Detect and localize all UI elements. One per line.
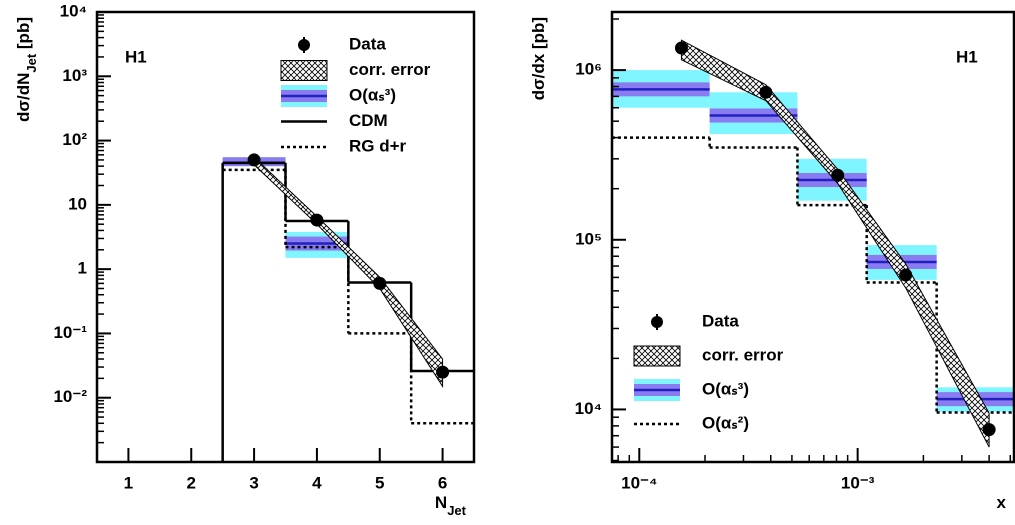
x-tick-label: 6: [438, 473, 447, 492]
data-point: [310, 213, 324, 227]
x-tick-label: 4: [312, 473, 322, 492]
y-tick-label: 10⁴: [575, 399, 602, 418]
panel: 10⁴ 10⁵ 10⁶ 10⁻⁴ 10⁻³ Data corr. error O(αₛ³) O(…: [529, 10, 1015, 512]
data-point: [436, 365, 450, 379]
legend-label: corr. error: [349, 60, 431, 79]
legend-label: Data: [349, 34, 386, 53]
legend-label: O(αₛ²): [702, 413, 749, 432]
data-point: [759, 85, 773, 99]
data-point: [674, 41, 688, 55]
legend-label: O(αₛ³): [349, 85, 396, 104]
y-axis-label-part: dσ/dN: [14, 73, 33, 122]
panel: 10⁴ 10³ 10² 10 1 10⁻¹ 10⁻² 1 2 3 4 5 6 Data corr. erro…: [14, 1, 476, 518]
y-tick-label: 10⁵: [575, 229, 602, 248]
x-tick-label: 5: [375, 473, 384, 492]
annotation: H1: [125, 47, 147, 66]
corr-error-band: [680, 39, 990, 448]
frame: [95, 10, 476, 464]
legend: Data corr. error O(αₛ³) O(αₛ²): [633, 311, 784, 432]
y-axis-label-part: [pb]: [14, 17, 33, 54]
plot-area: [612, 39, 1014, 448]
y-axis-label-part: Jet: [24, 53, 39, 72]
data-point: [831, 168, 845, 182]
y-tick-label: 1: [78, 259, 87, 278]
x-axis-label: NJet: [435, 493, 467, 517]
legend-label: CDM: [349, 111, 388, 130]
legend: Data corr. error O(αₛ³) CDM RG d+r: [280, 34, 431, 155]
y-axis-label-part: dσ/dx [pb]: [529, 17, 548, 100]
data-point: [982, 423, 996, 437]
x-axis-label-part: Jet: [447, 503, 466, 518]
legend-symbol: [280, 60, 328, 81]
x-axis-label-part: N: [435, 493, 447, 512]
corr-error-band: [253, 156, 444, 389]
y-tick-label: 10: [68, 194, 87, 213]
y-tick-label: 10⁴: [60, 1, 87, 20]
x-axis-label-part: x: [997, 493, 1007, 512]
legend-label: Data: [702, 311, 739, 330]
y-tick-label: 10⁻²: [53, 387, 87, 406]
y-axis-label: dσ/dNJet [pb]: [14, 17, 38, 122]
legend-symbol: [651, 316, 663, 328]
x-tick-label: 3: [249, 473, 258, 492]
x-tick-label: 2: [187, 473, 196, 492]
x-axis-label: x: [997, 493, 1007, 512]
x-tick-label: 10⁻⁴: [621, 473, 657, 492]
legend-label: RG d+r: [349, 136, 407, 155]
y-tick-label: 10³: [62, 66, 87, 85]
data-point: [373, 276, 387, 290]
y-axis-label: dσ/dx [pb]: [529, 17, 548, 100]
y-tick-label: 10⁻¹: [53, 323, 87, 342]
annotation: H1: [956, 47, 978, 66]
y-tick-label: 10⁶: [575, 60, 602, 79]
legend-symbol: [633, 345, 681, 367]
legend-label: corr. error: [702, 345, 784, 364]
legend-label: O(αₛ³): [702, 379, 749, 398]
data-point: [899, 268, 913, 282]
x-tick-label: 1: [124, 473, 133, 492]
x-tick-label: 10⁻³: [841, 473, 875, 492]
y-tick-label: 10²: [62, 130, 87, 149]
data-point: [247, 153, 261, 167]
frame: [610, 10, 1015, 464]
plot-area: [221, 153, 474, 462]
legend-symbol: [298, 39, 310, 51]
